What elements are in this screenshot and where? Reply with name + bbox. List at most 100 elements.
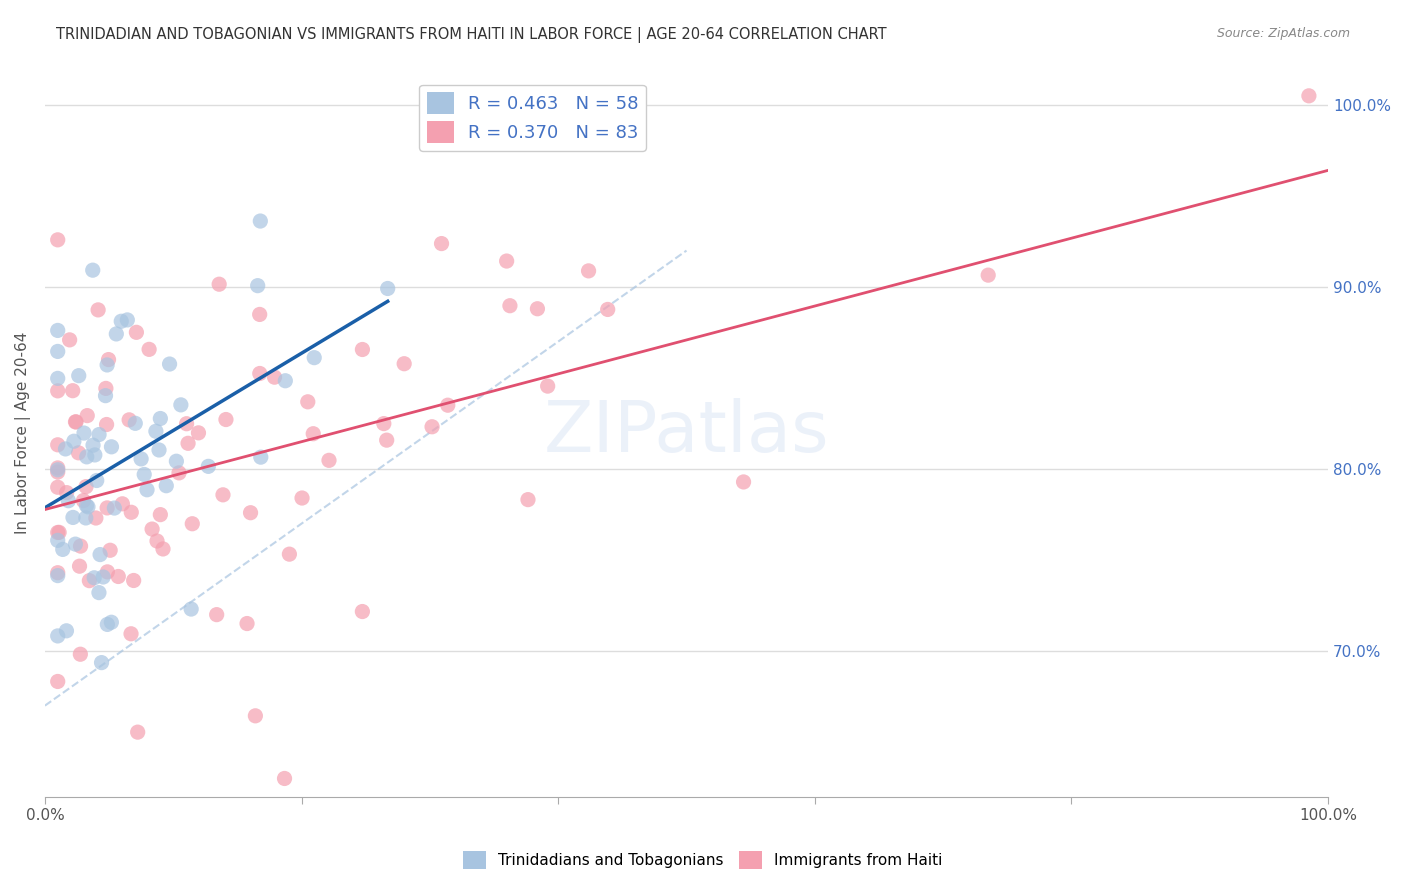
- Point: [103, 501, 125, 516]
- Point: [118, 413, 141, 427]
- Point: [73, 425, 96, 440]
- Point: [83, 448, 105, 462]
- Point: [352, 343, 374, 357]
- Point: [249, 214, 271, 228]
- Legend: R = 0.463   N = 58, R = 0.370   N = 83: R = 0.463 N = 58, R = 0.370 N = 83: [419, 85, 645, 151]
- Point: [96, 565, 118, 579]
- Point: [212, 488, 235, 502]
- Point: [377, 281, 399, 295]
- Point: [352, 605, 374, 619]
- Point: [87, 427, 110, 442]
- Point: [176, 417, 198, 431]
- Point: [96, 617, 118, 632]
- Point: [76, 409, 98, 423]
- Point: [208, 277, 231, 292]
- Point: [79, 574, 101, 588]
- Point: [436, 398, 458, 412]
- Point: [94, 381, 117, 395]
- Point: [239, 506, 262, 520]
- Point: [97, 352, 120, 367]
- Point: [55, 624, 77, 638]
- Point: [392, 357, 415, 371]
- Point: [89, 548, 111, 562]
- Point: [65, 537, 87, 551]
- Point: [249, 450, 271, 464]
- Point: [63, 434, 86, 449]
- Point: [55, 442, 77, 456]
- Point: [125, 326, 148, 340]
- Point: [59, 333, 82, 347]
- Point: [46, 463, 69, 477]
- Point: [82, 263, 104, 277]
- Point: [537, 379, 560, 393]
- Legend: Trinidadians and Tobagonians, Immigrants from Haiti: Trinidadians and Tobagonians, Immigrants…: [457, 845, 949, 875]
- Point: [526, 301, 548, 316]
- Point: [373, 417, 395, 431]
- Point: [136, 483, 159, 497]
- Point: [197, 459, 219, 474]
- Point: [495, 254, 517, 268]
- Point: [46, 438, 69, 452]
- Point: [90, 656, 112, 670]
- Point: [145, 424, 167, 438]
- Point: [205, 607, 228, 622]
- Point: [83, 571, 105, 585]
- Point: [517, 492, 540, 507]
- Point: [159, 357, 181, 371]
- Y-axis label: In Labor Force | Age 20-64: In Labor Force | Age 20-64: [15, 332, 31, 533]
- Point: [46, 344, 69, 359]
- Point: [141, 522, 163, 536]
- Point: [124, 417, 146, 431]
- Point: [67, 446, 90, 460]
- Point: [249, 367, 271, 381]
- Point: [46, 465, 69, 479]
- Point: [94, 389, 117, 403]
- Point: [46, 674, 69, 689]
- Point: [98, 543, 121, 558]
- Point: [82, 438, 104, 452]
- Point: [46, 566, 69, 580]
- Point: [155, 479, 177, 493]
- Point: [127, 725, 149, 739]
- Point: [165, 454, 187, 468]
- Point: [46, 323, 69, 337]
- Point: [48, 525, 70, 540]
- Point: [181, 516, 204, 531]
- Point: [87, 585, 110, 599]
- Point: [46, 525, 69, 540]
- Point: [263, 370, 285, 384]
- Point: [75, 499, 97, 513]
- Point: [52, 542, 75, 557]
- Point: [246, 278, 269, 293]
- Point: [420, 419, 443, 434]
- Point: [75, 480, 97, 494]
- Text: Source: ZipAtlas.com: Source: ZipAtlas.com: [1216, 27, 1350, 40]
- Point: [91, 570, 114, 584]
- Point: [375, 433, 398, 447]
- Point: [62, 510, 84, 524]
- Point: [58, 493, 80, 508]
- Text: TRINIDADIAN AND TOBAGONIAN VS IMMIGRANTS FROM HAITI IN LABOR FORCE | AGE 20-64 C: TRINIDADIAN AND TOBAGONIAN VS IMMIGRANTS…: [56, 27, 887, 43]
- Point: [138, 343, 160, 357]
- Point: [274, 374, 297, 388]
- Point: [117, 313, 139, 327]
- Point: [69, 559, 91, 574]
- Point: [302, 351, 325, 365]
- Point: [152, 541, 174, 556]
- Point: [177, 436, 200, 450]
- Point: [430, 236, 453, 251]
- Point: [148, 442, 170, 457]
- Point: [46, 384, 69, 398]
- Point: [46, 629, 69, 643]
- Point: [75, 511, 97, 525]
- Point: [187, 425, 209, 440]
- Point: [72, 493, 94, 508]
- Point: [499, 299, 522, 313]
- Point: [77, 500, 100, 514]
- Point: [69, 539, 91, 553]
- Point: [146, 534, 169, 549]
- Point: [86, 474, 108, 488]
- Point: [273, 772, 295, 786]
- Point: [62, 384, 84, 398]
- Point: [297, 394, 319, 409]
